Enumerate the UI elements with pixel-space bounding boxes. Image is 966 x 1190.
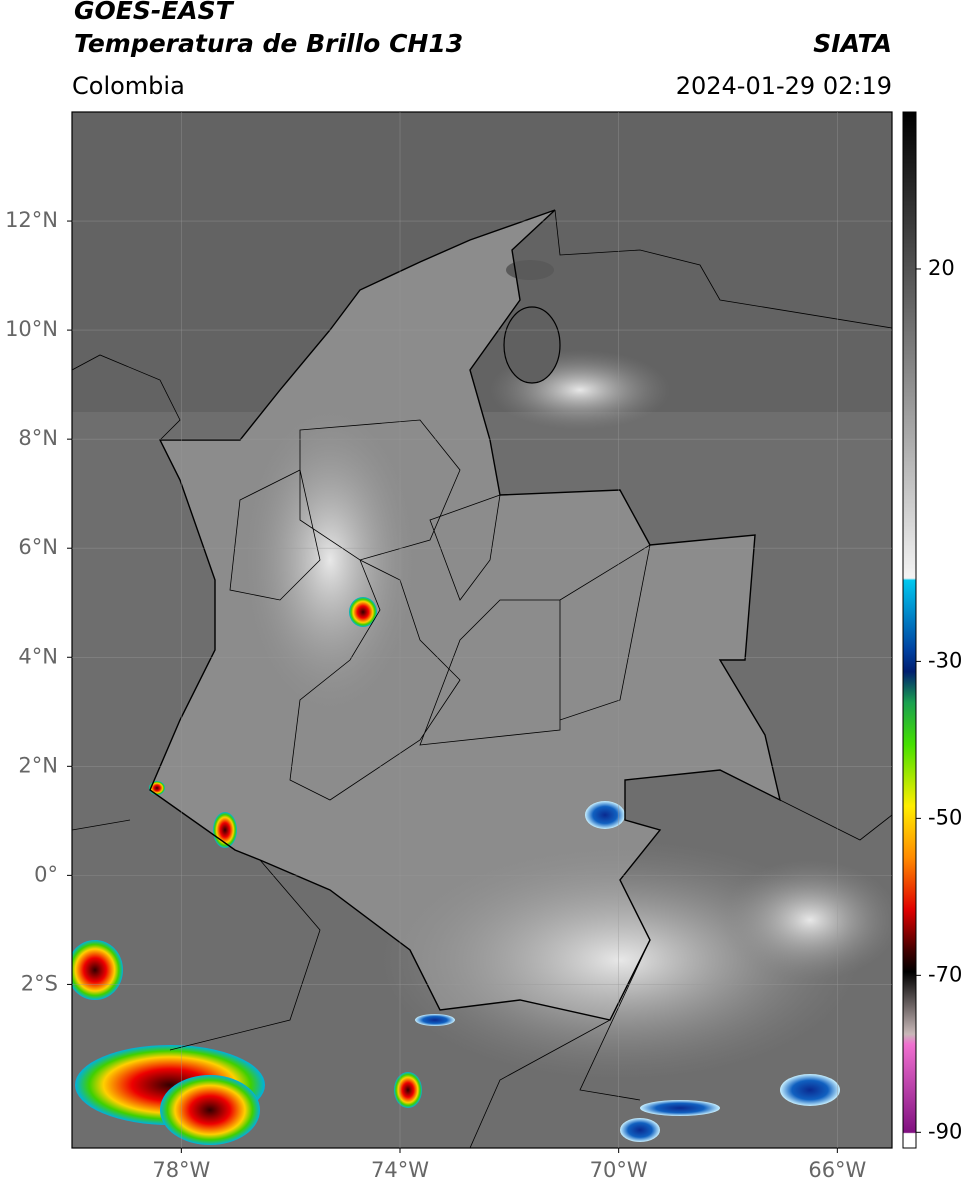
- y-tick-label: 6°N: [18, 535, 58, 559]
- source: SIATA: [813, 29, 892, 58]
- y-tick-label: 2°S: [21, 971, 58, 995]
- y-tick-label: 2°N: [18, 753, 58, 777]
- colorbar-tick-label: -30: [928, 648, 962, 672]
- colorbar-tick-label: -90: [928, 1119, 962, 1143]
- colorbar-tick-label: -70: [928, 962, 962, 986]
- region: Colombia: [72, 72, 185, 100]
- colorbar: [902, 111, 917, 1149]
- y-tick-label: 4°N: [18, 644, 58, 668]
- x-tick-label: 74°W: [371, 1158, 429, 1182]
- colorbar-tick-label: -50: [928, 805, 962, 829]
- x-tick-label: 70°W: [590, 1158, 648, 1182]
- map-frame: [71, 111, 893, 1149]
- map-image: [72, 112, 892, 1148]
- subtitle: Temperatura de Brillo CH13: [74, 29, 463, 58]
- y-tick-label: 12°N: [5, 208, 58, 232]
- colorbar-tick-label: 20: [928, 256, 955, 280]
- title: GOES-EAST: [74, 0, 235, 25]
- y-tick-label: 0°: [34, 862, 58, 886]
- x-tick-label: 78°W: [152, 1158, 210, 1182]
- y-tick-label: 10°N: [5, 317, 58, 341]
- y-tick-label: 8°N: [18, 426, 58, 450]
- datetime: 2024-01-29 02:19: [676, 72, 892, 100]
- x-tick-label: 66°W: [808, 1158, 866, 1182]
